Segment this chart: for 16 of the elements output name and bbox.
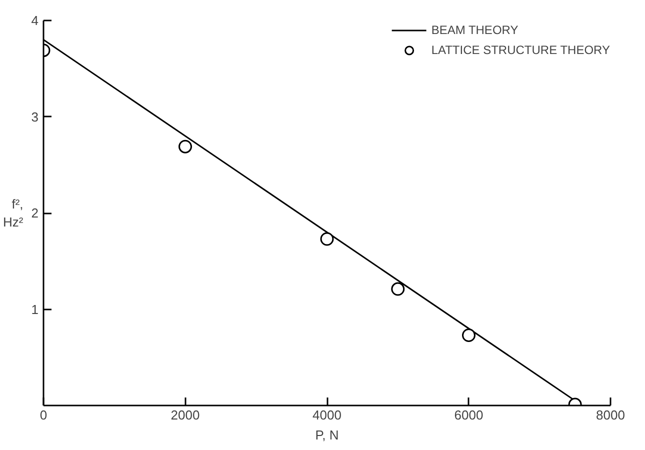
- y-tick-label: 2: [31, 206, 39, 220]
- x-tick-label: 6000: [454, 408, 484, 422]
- x-tick-label: 8000: [596, 408, 625, 422]
- x-axis-title: P, N: [315, 428, 339, 442]
- point: [462, 328, 476, 342]
- x-tick-label: 0: [40, 408, 48, 422]
- y-tick-label: 4: [31, 13, 39, 28]
- x-tick-label: 4000: [312, 408, 342, 422]
- y-axis-title: f², Hz²: [3, 196, 24, 230]
- point: [391, 282, 405, 296]
- y-tick-label: 3: [31, 109, 39, 124]
- point: [320, 232, 334, 246]
- legend-label: LATTICE STRUCTURE THEORY: [431, 43, 610, 57]
- x-tick-label: 2000: [170, 408, 200, 422]
- legend-label: BEAM THEORY: [431, 23, 518, 37]
- y-tick-label: 1: [31, 302, 39, 317]
